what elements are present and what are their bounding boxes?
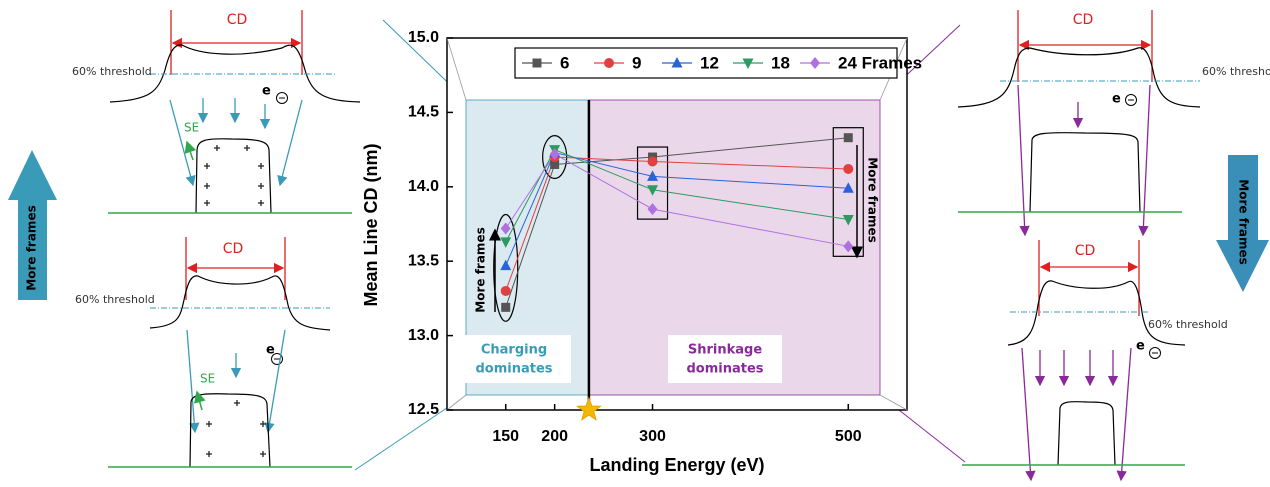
cd-label: CD — [223, 241, 244, 257]
legend-label: 12 — [700, 53, 719, 72]
y-tick-label: 13.0 — [408, 327, 439, 344]
frames-note: More frames — [866, 157, 880, 242]
right-top-panel: CD 60% threshold e — [958, 10, 1270, 235]
x-tick-label: 300 — [639, 428, 666, 445]
x-tick-label: 150 — [492, 428, 519, 445]
legend-marker — [533, 59, 542, 68]
frames-note: More frames — [474, 227, 488, 312]
electron-label: e — [1136, 339, 1145, 354]
left-bottom-panel: CD 60% threshold e SE — [75, 237, 352, 467]
data-point — [648, 157, 658, 167]
threshold-label: 60% threshold — [1148, 318, 1228, 331]
data-point — [501, 303, 510, 312]
cd-label: CD — [1073, 12, 1094, 28]
left-top-panel: CD 60% threshold e SE — [72, 10, 360, 213]
x-tick-label: 500 — [835, 428, 862, 445]
legend-label: 18 — [771, 53, 790, 72]
more-frames-up-arrow: More frames — [8, 150, 57, 300]
data-point — [843, 164, 853, 174]
se-label: SE — [200, 372, 215, 386]
data-point — [844, 133, 853, 142]
y-tick-label: 15.0 — [408, 29, 439, 46]
legend-label: 6 — [560, 53, 569, 72]
more-frames-down-arrow: More frames — [1216, 155, 1269, 292]
y-tick-label: 14.5 — [408, 104, 439, 121]
chart: Mean Line CD (nm) Landing Energy (eV) Ch… — [355, 20, 965, 475]
region-label: Charging — [481, 343, 547, 358]
region-label: dominates — [475, 362, 552, 377]
figure: CD 60% threshold e SE CD 60% threshold e… — [0, 0, 1270, 483]
side-label: More frames — [25, 205, 39, 290]
electron-label: e — [1112, 92, 1121, 107]
y-tick-label: 13.5 — [408, 252, 439, 269]
y-tick-label: 14.0 — [408, 178, 439, 195]
threshold-label: 60% threshold — [1202, 65, 1270, 78]
x-tick-label: 200 — [541, 428, 568, 445]
y-axis-title: Mean Line CD (nm) — [361, 143, 381, 306]
side-label: More frames — [1237, 179, 1251, 264]
legend-label: 9 — [632, 53, 641, 72]
region-label: Shrinkage — [688, 343, 762, 358]
right-bottom-panel: CD 60% threshold e — [962, 240, 1228, 480]
threshold-label: 60% threshold — [72, 65, 152, 78]
x-axis-title: Landing Energy (eV) — [589, 455, 764, 475]
y-tick-label: 12.5 — [408, 401, 439, 418]
threshold-label: 60% threshold — [75, 293, 155, 306]
electron-label: e — [262, 84, 271, 99]
legend-marker — [604, 58, 614, 68]
legend-label: 24 Frames — [838, 53, 922, 72]
data-point — [501, 286, 511, 296]
cd-label: CD — [227, 12, 248, 28]
region-label: dominates — [686, 362, 763, 377]
se-label: SE — [184, 121, 199, 135]
cd-label: CD — [1075, 243, 1096, 259]
